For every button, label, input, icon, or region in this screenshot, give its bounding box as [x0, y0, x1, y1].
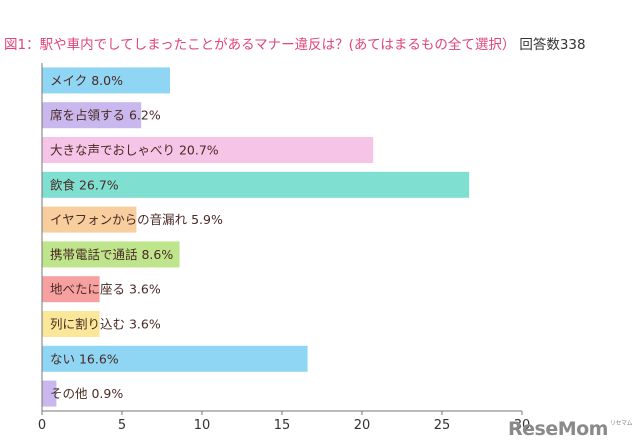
bar — [42, 380, 57, 407]
chart-title-row: 図1：駅や車内でしてしまったことがあるマナー違反は？(あてはまるもの全て選択）回… — [4, 36, 636, 54]
bar — [42, 137, 374, 163]
x-tick-label: 10 — [194, 418, 211, 433]
x-tick-label: 20 — [354, 418, 371, 433]
bar-label: 飲食 26.7% — [50, 177, 119, 192]
bar-label: メイク 8.0% — [50, 73, 123, 88]
bar-label: 列に割り込む 3.6% — [50, 317, 161, 332]
watermark-text: ReseMom — [508, 418, 608, 440]
bar-label: ない 16.6% — [50, 351, 119, 366]
bar — [42, 206, 137, 233]
bar-label: 大きな声でおしゃべり 20.7% — [50, 143, 219, 158]
bar — [42, 102, 142, 129]
bar-label: その他 0.9% — [50, 386, 123, 401]
chart-title: 図1：駅や車内でしてしまったことがあるマナー違反は？(あてはまるもの全て選択） — [4, 37, 516, 53]
resemom-watermark: ReseMom リセマム — [508, 418, 633, 440]
respondent-count: 回答数338 — [519, 37, 586, 53]
bar-label: 席を占領する 6.2% — [50, 108, 161, 123]
bar-label: 地べたに座る 3.6% — [50, 282, 161, 297]
bar — [42, 171, 470, 198]
bar — [42, 345, 308, 372]
x-tick-label: 5 — [118, 418, 126, 433]
x-tick-label: 25 — [434, 418, 451, 433]
x-tick-label: 15 — [274, 418, 291, 433]
bar — [42, 241, 180, 268]
bar — [42, 67, 170, 94]
bar — [42, 276, 100, 303]
bar — [42, 311, 100, 337]
bar-label: 携帯電話で通話 8.6% — [50, 247, 173, 262]
x-tick-label: 0 — [38, 418, 46, 433]
x-tick-label: 30 — [514, 418, 531, 433]
bar-label: イヤフォンからの音漏れ 5.9% — [50, 212, 223, 227]
